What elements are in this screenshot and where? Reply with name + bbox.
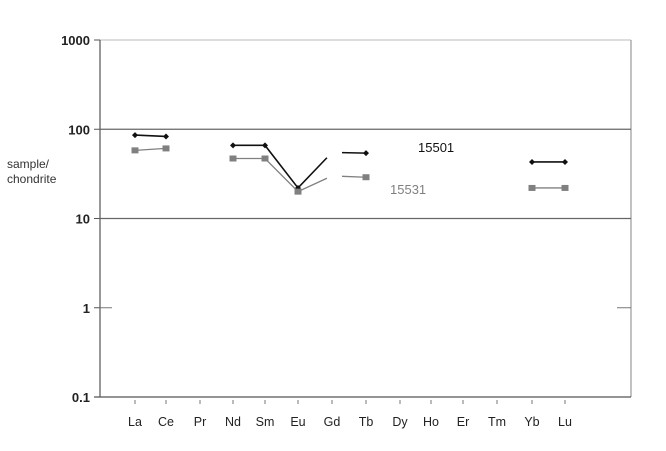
data-point-15531-lu <box>561 184 569 191</box>
series-label-15501: 15501 <box>418 140 454 155</box>
x-tick-label-pr: Pr <box>194 415 207 429</box>
data-point-15531-tb <box>362 174 370 181</box>
series-line-15501 <box>134 134 167 138</box>
x-tick-label-tb: Tb <box>359 415 374 429</box>
series-line-15531 <box>134 147 167 152</box>
series-line-15531 <box>233 157 328 193</box>
y-tick-label: 1 <box>83 301 90 316</box>
data-point-15501-sm <box>262 142 268 149</box>
y-tick-label: 0.1 <box>72 390 90 405</box>
y-tick-label: 1000 <box>61 33 90 48</box>
x-tick-label-gd: Gd <box>324 415 341 429</box>
y-axis-label-line2: chondrite <box>7 172 57 186</box>
y-tick-label: 100 <box>68 122 90 137</box>
data-point-15501-nd <box>230 142 236 149</box>
x-tick-label-la: La <box>128 415 142 429</box>
data-point-15531-eu <box>294 188 302 195</box>
x-tick-label-dy: Dy <box>392 415 408 429</box>
y-axis-label-line1: sample/ <box>7 157 50 171</box>
series-label-15531: 15531 <box>390 182 426 197</box>
series-line-15501 <box>233 144 328 190</box>
data-point-15531-la <box>131 147 139 154</box>
x-tick-label-sm: Sm <box>256 415 275 429</box>
x-tick-label-tm: Tm <box>488 415 506 429</box>
x-tick-label-ho: Ho <box>423 415 439 429</box>
x-tick-label-lu: Lu <box>558 415 572 429</box>
y-tick-label: 10 <box>76 212 90 227</box>
x-tick-label-nd: Nd <box>225 415 241 429</box>
data-point-15501-la <box>132 132 138 139</box>
series-line-15501 <box>341 151 367 154</box>
data-point-15531-sm <box>261 155 269 162</box>
data-point-15531-yb <box>528 184 536 191</box>
series-line-15531 <box>341 175 367 178</box>
data-point-15531-nd <box>229 155 237 162</box>
x-tick-label-eu: Eu <box>290 415 305 429</box>
data-point-15501-yb <box>529 158 535 165</box>
x-tick-label-ce: Ce <box>158 415 174 429</box>
data-point-15531-ce <box>162 145 170 152</box>
data-point-15501-ce <box>163 133 169 140</box>
x-tick-label-yb: Yb <box>524 415 539 429</box>
data-point-15501-lu <box>562 158 568 165</box>
x-tick-label-er: Er <box>457 415 470 429</box>
data-point-15501-tb <box>363 150 369 157</box>
